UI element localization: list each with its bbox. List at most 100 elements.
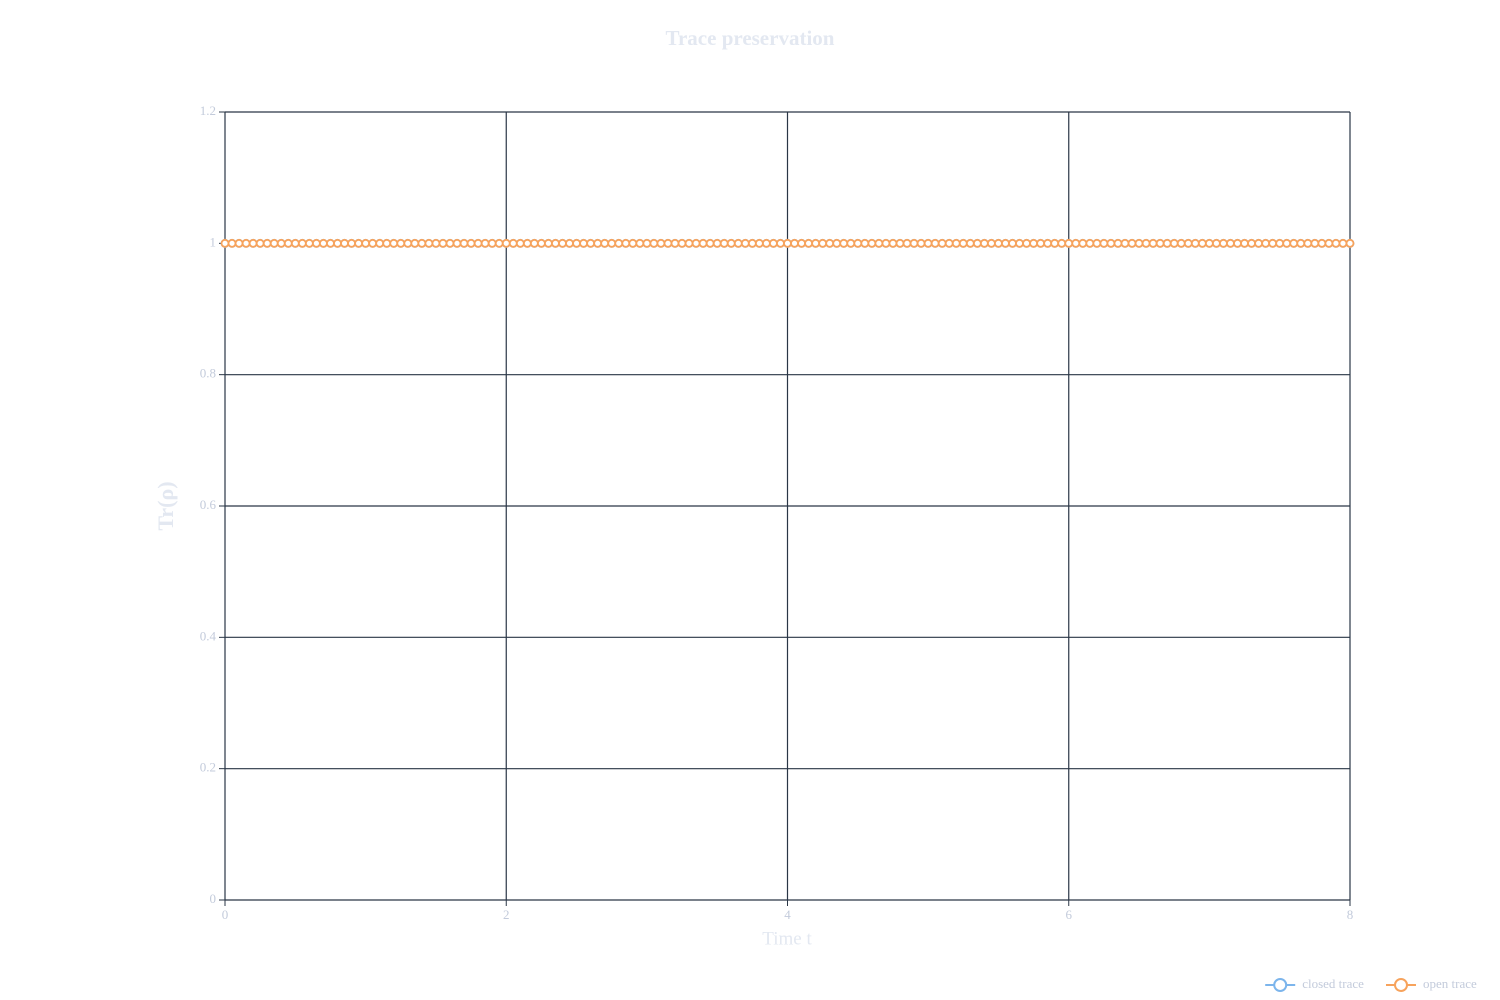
y-tick-label: 1 — [210, 234, 217, 249]
point — [1106, 238, 1116, 248]
point — [234, 238, 244, 248]
point — [368, 238, 378, 248]
point — [797, 238, 806, 248]
point — [1183, 238, 1193, 248]
point — [347, 238, 356, 248]
point — [677, 238, 687, 248]
point — [888, 238, 898, 248]
point — [818, 238, 828, 248]
point — [1113, 238, 1123, 248]
point — [558, 238, 567, 248]
y-tick-label: 0.6 — [200, 497, 217, 512]
point — [1261, 238, 1271, 248]
point — [733, 238, 743, 248]
point — [1282, 238, 1292, 248]
point — [1008, 238, 1017, 248]
legend-marker — [1394, 978, 1408, 992]
point — [762, 238, 771, 248]
point — [276, 238, 286, 248]
point — [1338, 238, 1348, 248]
point — [1078, 238, 1088, 248]
point — [255, 238, 265, 248]
point — [382, 238, 392, 248]
point — [1134, 238, 1144, 248]
point — [972, 238, 982, 248]
point — [663, 238, 673, 248]
point — [494, 238, 504, 248]
point — [1169, 238, 1179, 248]
point — [790, 238, 799, 248]
point — [1043, 238, 1053, 248]
point — [860, 238, 870, 248]
legend-label: open trace — [1423, 976, 1477, 991]
point — [1029, 238, 1038, 248]
point — [248, 238, 258, 248]
point — [698, 238, 708, 248]
y-tick-label: 0.4 — [200, 628, 217, 643]
point — [544, 238, 553, 248]
point — [572, 238, 581, 248]
x-axis-title: Time t — [762, 928, 812, 949]
point — [1233, 238, 1242, 248]
y-tick-label: 0.2 — [200, 760, 216, 775]
point — [354, 238, 363, 248]
point — [684, 238, 694, 248]
point — [874, 238, 884, 248]
point — [1162, 238, 1172, 248]
point — [909, 238, 919, 248]
point — [776, 238, 785, 248]
point — [1015, 238, 1024, 248]
point — [832, 238, 842, 248]
point — [1317, 238, 1327, 248]
point — [1176, 238, 1186, 248]
point — [1099, 238, 1109, 248]
point — [1001, 238, 1010, 248]
point — [1247, 238, 1256, 248]
point — [1092, 238, 1102, 248]
point — [501, 238, 511, 248]
legend-label: closed trace — [1302, 976, 1364, 991]
point — [262, 238, 272, 248]
legend-marker — [1273, 978, 1288, 992]
point — [269, 238, 279, 248]
point — [846, 238, 856, 248]
chart-title: Trace preservation — [666, 26, 835, 50]
point — [649, 238, 659, 248]
y-axis-title: Tr(ρ) — [153, 481, 178, 530]
point — [1240, 238, 1249, 248]
point — [304, 238, 314, 248]
point — [445, 238, 455, 248]
point — [1296, 238, 1306, 248]
point — [1331, 238, 1341, 248]
point — [389, 238, 399, 248]
point — [508, 238, 518, 248]
point — [361, 238, 371, 248]
point — [1204, 238, 1214, 248]
series — [220, 238, 1355, 248]
point — [719, 238, 729, 248]
point — [220, 238, 230, 248]
point — [1057, 238, 1067, 248]
x-tick-label: 4 — [784, 907, 791, 922]
point — [642, 238, 652, 248]
y-tick-label: 1.2 — [200, 103, 216, 118]
point — [1050, 238, 1060, 248]
x-tick-label: 6 — [1066, 907, 1073, 922]
point — [1036, 238, 1046, 248]
point — [635, 238, 645, 248]
point — [902, 238, 912, 248]
point — [227, 238, 237, 248]
point — [1324, 238, 1334, 248]
point — [1022, 238, 1031, 248]
point — [839, 238, 849, 248]
point — [951, 238, 961, 248]
point — [438, 238, 448, 248]
point — [473, 238, 483, 248]
point — [614, 238, 624, 248]
point — [691, 238, 701, 248]
point — [466, 238, 476, 248]
point — [1226, 238, 1235, 248]
point — [396, 238, 406, 248]
point — [705, 238, 715, 248]
